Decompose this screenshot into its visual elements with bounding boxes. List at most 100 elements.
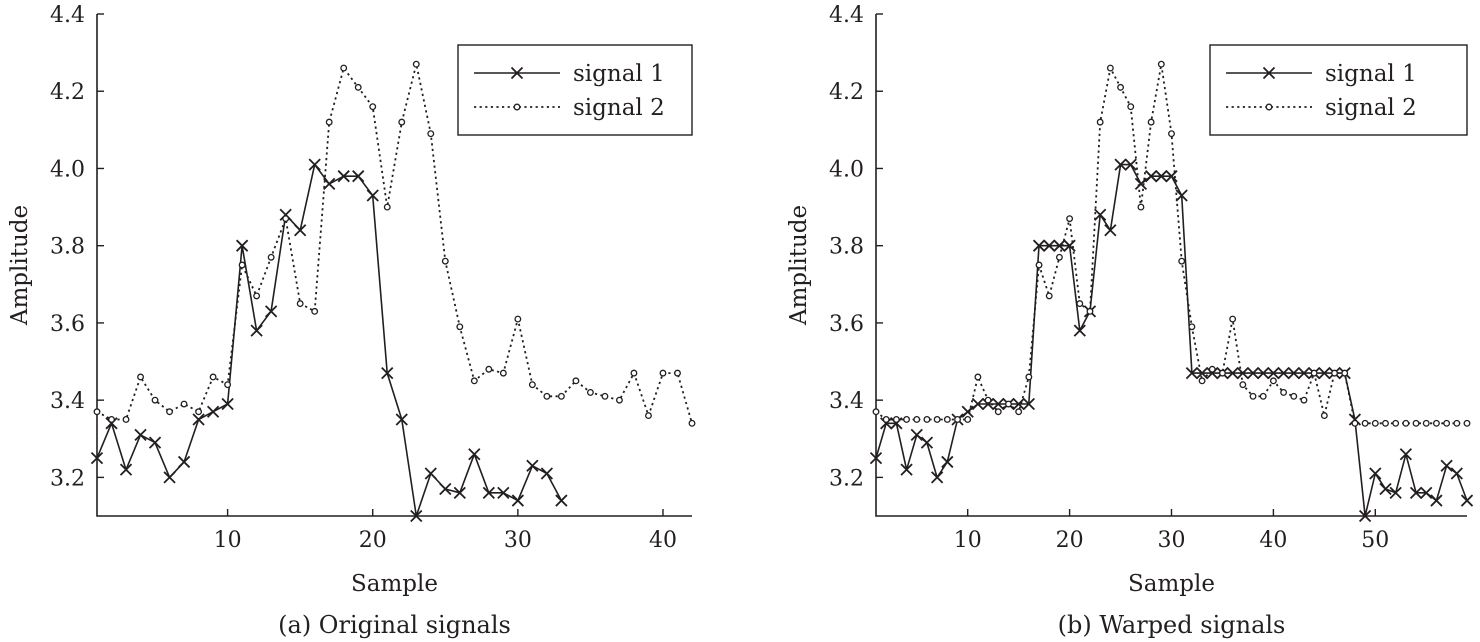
signal-2-point: [923, 416, 931, 423]
signal-2-point: [137, 373, 144, 381]
signal-2-point: [1341, 369, 1349, 377]
y-tick-label: 3.4: [50, 389, 85, 414]
signal-1-point: [1257, 366, 1270, 380]
signal-2-point: [296, 300, 304, 308]
signal-2-point: [882, 416, 890, 423]
signal-1-point: [1379, 482, 1392, 496]
signal-1-point: [961, 405, 974, 418]
x-tick-label: 50: [1361, 528, 1389, 553]
x-tick-label: 10: [214, 528, 242, 553]
signal-2-point: [974, 373, 982, 381]
signal-2-point: [151, 396, 159, 404]
y-tick-label: 4.2: [50, 80, 85, 105]
signal-2-point: [688, 419, 696, 427]
signal-2-point: [1402, 419, 1410, 427]
signal-2-point: [984, 396, 992, 404]
signal-1-point: [235, 239, 249, 252]
signal-2-point: [122, 416, 130, 423]
y-tick-label: 3.6: [50, 312, 85, 337]
y-tick-label: 4.2: [829, 80, 864, 105]
signal-1-point: [981, 397, 995, 411]
signal-1-point: [1114, 158, 1127, 171]
signal-2-point: [1188, 323, 1196, 331]
signal-1-point: [890, 417, 903, 430]
legend-signal-2-marker: [1265, 103, 1273, 111]
signal-1-point: [1389, 486, 1402, 499]
signal-1-point: [1175, 189, 1188, 202]
y-tick-label: 3.4: [829, 389, 864, 414]
signal-2-point: [325, 118, 333, 126]
signal-2-point: [253, 292, 261, 300]
signal-1-point: [453, 486, 466, 499]
signal-2-point: [892, 416, 900, 423]
signal-2-point: [398, 118, 406, 126]
panel-caption: (a) Original signals: [278, 611, 511, 639]
signal-1-point: [482, 486, 495, 499]
signal-1-point: [337, 170, 350, 183]
signal-2-point: [943, 416, 951, 423]
signal-1-point: [1144, 170, 1158, 183]
signal-2-point: [528, 381, 536, 389]
signal-1-point: [1094, 208, 1107, 221]
signal-1-point: [381, 366, 394, 380]
signal-1-point: [1043, 239, 1056, 252]
signal-2-point: [224, 381, 232, 389]
signal-1-point: [971, 397, 985, 411]
signal-1-point: [1277, 366, 1290, 380]
signal-1-point: [931, 471, 944, 484]
signal-1-point: [540, 467, 554, 480]
signal-2-point: [1392, 419, 1400, 427]
signal-2-point: [645, 412, 652, 420]
signal-2-point: [1382, 419, 1389, 427]
legend-box: [457, 44, 693, 136]
signal-2-point: [913, 416, 921, 423]
signal-2-point: [427, 130, 435, 138]
signal-1-point: [1450, 467, 1463, 480]
signal-1-point: [497, 486, 510, 499]
signal-2-point: [311, 307, 319, 315]
signal-2-point: [1127, 103, 1135, 111]
signal-2-point: [93, 408, 101, 416]
legend-signal-1-marker: [510, 66, 524, 80]
signal-2-point: [369, 103, 377, 111]
signal-1-point: [1022, 397, 1035, 411]
signal-1-point: [992, 397, 1005, 411]
signal-1-point: [323, 177, 336, 191]
signal-1-point: [1440, 459, 1453, 472]
signal-1-point: [1032, 239, 1046, 252]
signal-1-point: [279, 208, 292, 221]
signal-1-point: [1369, 467, 1382, 480]
signal-2-point: [195, 408, 203, 416]
signal-2-point: [108, 416, 115, 423]
signal-1-point: [1246, 366, 1260, 380]
x-axis-title: Sample: [351, 571, 438, 597]
signal-1-point: [265, 305, 278, 318]
series-2: [93, 60, 696, 427]
signal-2-point: [354, 83, 362, 91]
signal-1-point: [410, 509, 423, 523]
signal-1-point: [308, 158, 321, 171]
signal-2-point: [1320, 412, 1328, 420]
legend-signal-1-label: signal 1: [573, 61, 665, 87]
signal-2-point: [499, 369, 507, 377]
signal-1-point: [352, 170, 365, 183]
signal-2-point: [1208, 365, 1216, 373]
signal-1-point: [163, 471, 176, 484]
signal-1-point: [177, 455, 191, 469]
signal-1-point: [1206, 366, 1219, 380]
y-tick-label: 3.8: [829, 235, 864, 260]
signal-1-point: [468, 448, 481, 461]
signal-1-point: [134, 428, 147, 442]
y-tick-label: 4.0: [50, 157, 85, 182]
signal-2-point: [441, 257, 449, 265]
signal-2-point: [1096, 118, 1104, 126]
panel-warped-signals: 3.2 3.4 3.6 3.8 4.0 4.2 4.4 10 20 30 40 50 Sample Amp…: [786, 3, 1474, 639]
signal-1-point: [366, 189, 379, 202]
signal-1-point: [1287, 366, 1300, 380]
legend-box: [1209, 44, 1468, 136]
signal-2-point: [1218, 369, 1226, 377]
signal-2-point: [933, 416, 941, 423]
signal-2-point: [1015, 408, 1023, 416]
signal-2-point: [383, 203, 391, 211]
